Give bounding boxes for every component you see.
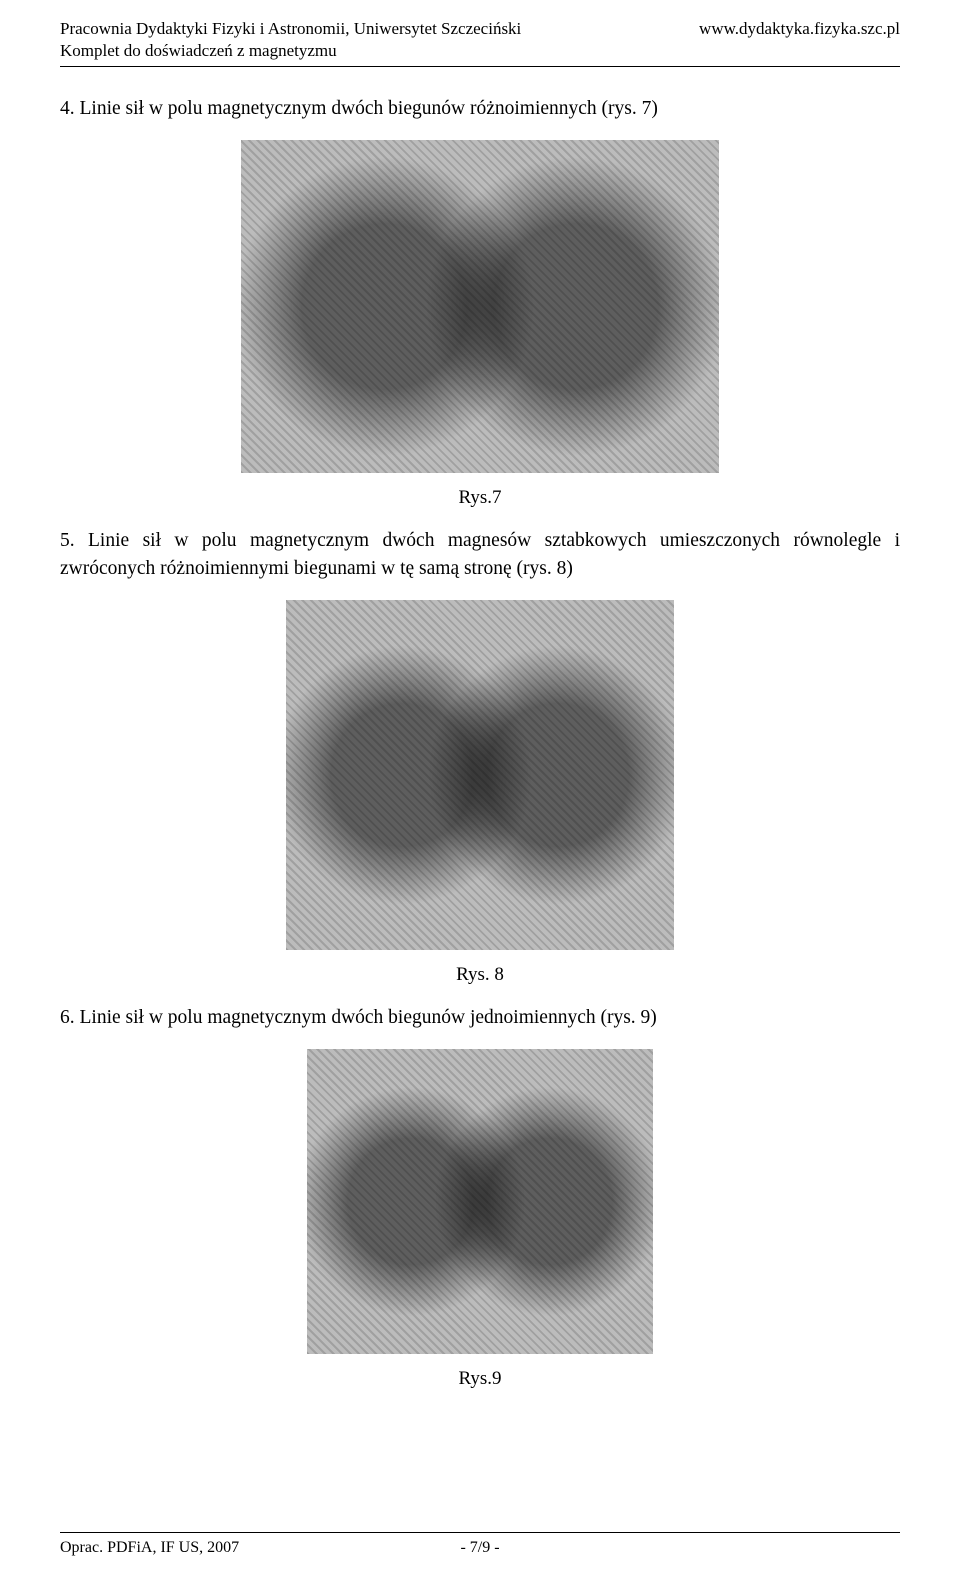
page-header: Pracownia Dydaktyki Fizyki i Astronomii,… (60, 18, 900, 64)
figure-8: Rys. 8 (60, 600, 900, 986)
figure-7-caption: Rys.7 (458, 487, 501, 509)
figure-9-caption: Rys.9 (458, 1368, 501, 1390)
footer-row: Oprac. PDFiA, IF US, 2007 - 7/9 - (60, 1539, 900, 1557)
header-institution: Pracownia Dydaktyki Fizyki i Astronomii,… (60, 18, 521, 40)
header-url: www.dydaktyka.fizyka.szc.pl (699, 18, 900, 40)
figure-7-image (241, 140, 719, 473)
page-footer: Oprac. PDFiA, IF US, 2007 - 7/9 - (60, 1532, 900, 1557)
section-4-text: 4. Linie sił w polu magnetycznym dwóch b… (60, 95, 900, 122)
header-left: Pracownia Dydaktyki Fizyki i Astronomii,… (60, 18, 521, 62)
figure-8-image (286, 600, 674, 950)
figure-8-caption: Rys. 8 (456, 964, 504, 986)
footer-page-number: - 7/9 - (460, 1539, 499, 1557)
figure-9: Rys.9 (60, 1049, 900, 1390)
footer-spacer (896, 1539, 900, 1557)
footer-divider (60, 1532, 900, 1533)
section-5-text: 5. Linie sił w polu magnetycznym dwóch m… (60, 527, 900, 582)
footer-credit: Oprac. PDFiA, IF US, 2007 (60, 1539, 239, 1557)
section-6-text: 6. Linie sił w polu magnetycznym dwóch b… (60, 1004, 900, 1031)
header-subtitle: Komplet do doświadczeń z magnetyzmu (60, 40, 521, 62)
header-divider (60, 66, 900, 67)
figure-9-image (307, 1049, 653, 1354)
figure-7: Rys.7 (60, 140, 900, 509)
